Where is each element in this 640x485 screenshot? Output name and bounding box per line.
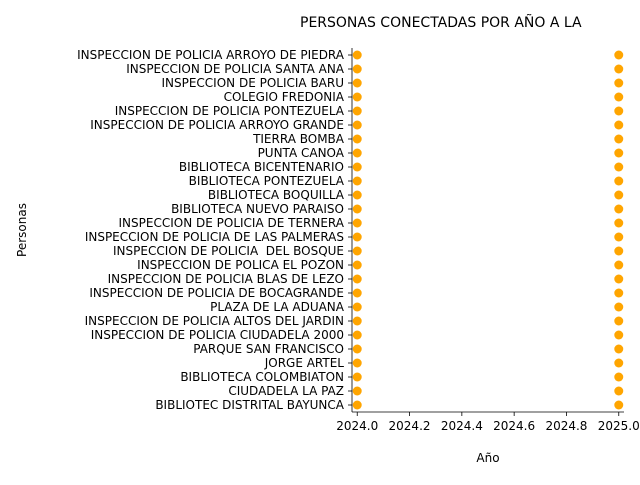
x-tick-label: 2024.4 (441, 419, 483, 433)
y-tick-label: BIBLIOTECA PONTEZUELA (189, 174, 345, 188)
data-point (614, 134, 624, 144)
x-axis-label: Año (476, 451, 499, 465)
data-point (352, 218, 362, 228)
y-tick-label: TIERRA BOMBA (252, 132, 345, 146)
data-point (614, 50, 624, 60)
data-point (614, 92, 624, 102)
x-tick-label: 2024.0 (336, 419, 378, 433)
data-point (614, 274, 624, 284)
x-tick-labels: 2024.0 2024.2 2024.4 2024.6 2024.8 2025.0 (336, 412, 640, 433)
chart-title: PERSONAS CONECTADAS POR AÑO A LA (300, 14, 582, 31)
data-point (352, 274, 362, 284)
data-point (614, 78, 624, 88)
data-point (352, 50, 362, 60)
y-tick-label: INSPECCION DE POLICIA ARROYO GRANDE (90, 118, 344, 132)
data-point (352, 78, 362, 88)
data-point (614, 260, 624, 270)
data-point (352, 148, 362, 158)
data-point (352, 246, 362, 256)
data-point (352, 204, 362, 214)
data-point (614, 246, 624, 256)
y-tick-label: PLAZA DE LA ADUANA (210, 300, 345, 314)
data-point (352, 316, 362, 326)
data-point (614, 162, 624, 172)
data-point (352, 190, 362, 200)
data-point (614, 344, 624, 354)
data-point (352, 260, 362, 270)
data-point (614, 106, 624, 116)
y-tick-label: INSPECCION DE POLICIA CIUDADELA 2000 (91, 328, 344, 342)
y-tick-label: INSPECCION DE POLICIA BLAS DE LEZO (108, 272, 344, 286)
data-point (352, 358, 362, 368)
y-tick-label: COLEGIO FREDONIA (224, 90, 345, 104)
y-tick-label: INSPECCION DE POLICIA BARU (161, 76, 344, 90)
x-tick-label: 2025.0 (598, 419, 640, 433)
data-point (352, 330, 362, 340)
y-tick-label: BIBLIOTECA COLOMBIATON (180, 370, 344, 384)
data-point (614, 330, 624, 340)
data-point (614, 316, 624, 326)
data-point (352, 232, 362, 242)
x-tick-label: 2024.6 (493, 419, 535, 433)
data-points (352, 50, 624, 410)
data-point (614, 176, 624, 186)
data-point (352, 176, 362, 186)
data-point (614, 358, 624, 368)
y-tick-labels: INSPECCION DE POLICIA ARROYO DE PIEDRAIN… (77, 48, 352, 412)
data-point (352, 92, 362, 102)
x-tick-label: 2024.2 (389, 419, 431, 433)
data-point (614, 204, 624, 214)
data-point (614, 386, 624, 396)
y-axis-label: Personas (15, 203, 29, 257)
y-tick-label: CIUDADELA LA PAZ (228, 384, 344, 398)
data-point (352, 344, 362, 354)
y-tick-label: PARQUE SAN FRANCISCO (193, 342, 344, 356)
y-tick-label: INSPECCION DE POLICIA DE LAS PALMERAS (85, 230, 344, 244)
y-tick-label: PUNTA CANOA (258, 146, 345, 160)
y-tick-label: INSPECCION DE POLICIA DE TERNERA (119, 216, 345, 230)
data-point (352, 302, 362, 312)
data-point (614, 372, 624, 382)
data-point (352, 400, 362, 410)
y-tick-label: BIBLIOTECA NUEVO PARAISO (171, 202, 344, 216)
y-tick-label: INSPECCION DE POLICIA DE BOCAGRANDE (89, 286, 344, 300)
data-point (352, 120, 362, 130)
data-point (352, 288, 362, 298)
data-point (352, 386, 362, 396)
y-tick-label: INSPECCION DE POLICIA SANTA ANA (126, 62, 345, 76)
data-point (614, 288, 624, 298)
data-point (352, 162, 362, 172)
x-tick-label: 2024.8 (545, 419, 587, 433)
y-tick-label: INSPECCION DE POLICIA PONTEZUELA (115, 104, 345, 118)
data-point (614, 232, 624, 242)
data-point (614, 400, 624, 410)
y-tick-label: INSPECCION DE POLICA EL POZON (137, 258, 344, 272)
y-tick-label: BIBLIOTECA BICENTENARIO (179, 160, 344, 174)
data-point (614, 190, 624, 200)
data-point (614, 218, 624, 228)
data-point (614, 64, 624, 74)
data-point (352, 64, 362, 74)
data-point (352, 372, 362, 382)
y-tick-label: INSPECCION DE POLICIA ALTOS DEL JARDIN (85, 314, 344, 328)
data-point (614, 302, 624, 312)
y-tick-label: INSPECCION DE POLICIA ARROYO DE PIEDRA (77, 48, 345, 62)
data-point (352, 106, 362, 116)
y-tick-label: INSPECCION DE POLICIA DEL BOSQUE (113, 244, 344, 258)
data-point (614, 148, 624, 158)
y-tick-label: BIBLIOTECA BOQUILLA (208, 188, 345, 202)
data-point (352, 134, 362, 144)
data-point (614, 120, 624, 130)
y-tick-label: JORGE ARTEL (264, 356, 345, 370)
y-tick-label: BIBLIOTEC DISTRITAL BAYUNCA (155, 398, 344, 412)
